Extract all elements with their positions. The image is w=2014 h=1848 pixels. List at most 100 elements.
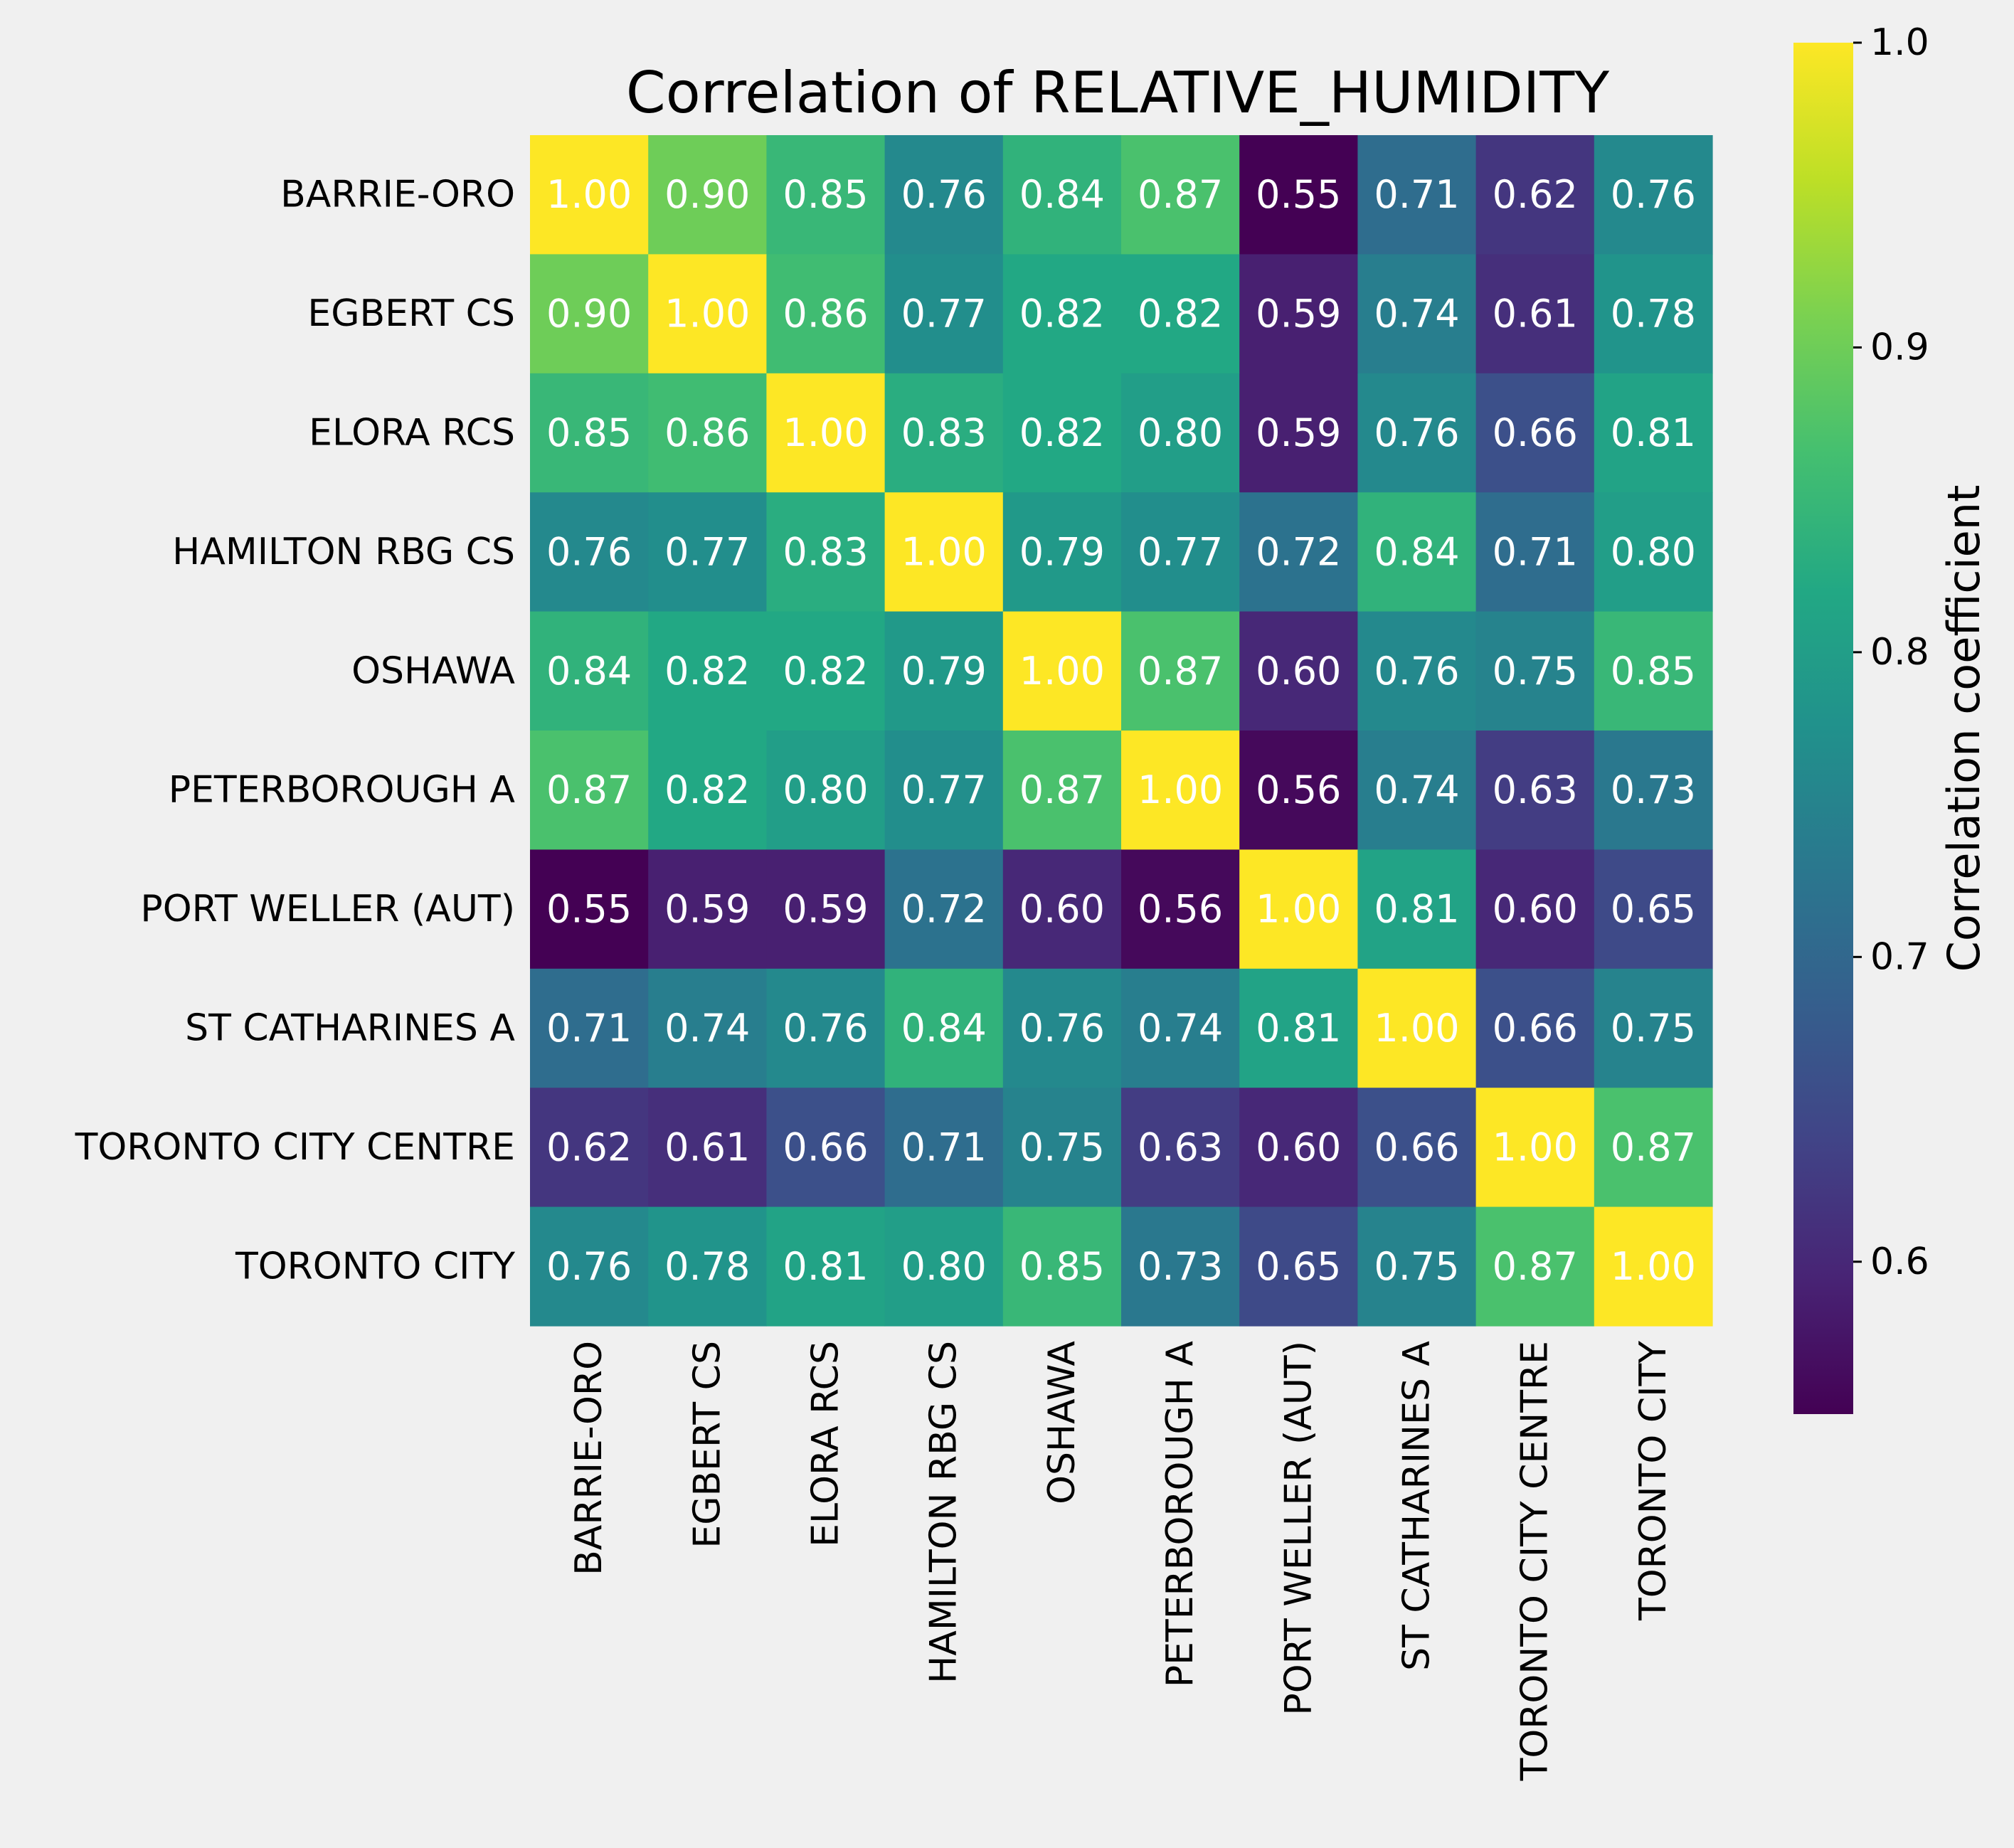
row-label: ST CATHARINES A <box>185 1007 515 1050</box>
cell-value-label: 0.77 <box>901 768 987 812</box>
row-label: BARRIE-ORO <box>280 174 515 216</box>
heatmap-cell <box>766 968 886 1088</box>
cell-value-label: 0.82 <box>1019 292 1105 336</box>
cell-value-label: 0.86 <box>783 292 868 336</box>
heatmap-cell <box>1594 1088 1713 1208</box>
heatmap-cell <box>648 492 767 612</box>
row-label: ELORA RCS <box>309 412 515 455</box>
cell-value-label: 0.80 <box>901 1244 987 1289</box>
colorbar-ticks: 0.6 0.7 0.8 0.9 1.0 <box>1853 21 1929 1283</box>
colorbar-tick-label: 0.8 <box>1870 631 1929 674</box>
column-label: ST CATHARINES A <box>1396 1341 1438 1671</box>
cell-value-label: 0.82 <box>1019 410 1105 455</box>
heatmap-cell <box>1594 968 1713 1088</box>
cell-value-label: 0.84 <box>1019 172 1105 217</box>
heatmap-cell <box>884 1206 1004 1327</box>
heatmap-cell <box>1002 373 1122 493</box>
heatmap-cell <box>1594 135 1713 255</box>
row-label: TORONTO CITY <box>235 1245 515 1287</box>
heatmap-cell <box>766 731 886 850</box>
heatmap-cell <box>530 731 649 850</box>
heatmap-cell <box>884 849 1004 970</box>
cell-value-label: 0.66 <box>1374 1125 1459 1169</box>
cell-value-label: 0.63 <box>1138 1125 1223 1169</box>
cell-value-label: 0.61 <box>1493 292 1578 336</box>
cell-value-label: 0.84 <box>1374 529 1459 574</box>
heatmap-cell <box>1121 849 1240 970</box>
heatmap-cell <box>1239 1088 1358 1208</box>
heatmap-cell <box>1121 373 1240 493</box>
cell-value-label: 1.00 <box>664 292 750 336</box>
heatmap-cell <box>1594 373 1713 493</box>
heatmap-cell <box>766 849 886 970</box>
heatmap-cell <box>884 373 1004 493</box>
cell-value-label: 0.81 <box>783 1244 868 1289</box>
row-label: PORT WELLER (AUT) <box>140 888 515 930</box>
heatmap-cell <box>1121 492 1240 612</box>
cell-value-label: 0.76 <box>783 1006 868 1051</box>
heatmap-cell <box>884 611 1004 731</box>
cell-value-label: 0.84 <box>546 649 632 694</box>
row-label: EGBERT CS <box>307 292 515 335</box>
heatmap-cell <box>648 135 767 255</box>
heatmap-cell <box>1357 731 1477 850</box>
cell-value-label: 0.76 <box>1374 649 1459 694</box>
heatmap-cell <box>1239 731 1358 850</box>
cell-value-label: 0.79 <box>901 649 987 694</box>
cell-value-label: 0.66 <box>783 1125 868 1169</box>
cell-value-label: 0.73 <box>1611 768 1696 812</box>
heatmap-cell <box>1121 254 1240 374</box>
heatmap-cell <box>1121 611 1240 731</box>
cell-value-label: 0.87 <box>1019 768 1105 812</box>
heatmap-cell <box>1239 968 1358 1088</box>
cell-value-label: 0.85 <box>1019 1244 1105 1289</box>
cell-value-label: 0.59 <box>664 887 750 932</box>
heatmap-cell <box>1357 373 1477 493</box>
cell-value-label: 0.77 <box>1138 529 1223 574</box>
cell-value-label: 0.75 <box>1493 649 1578 694</box>
cell-value-label: 0.74 <box>664 1006 750 1051</box>
heatmap-cell <box>1002 731 1122 850</box>
column-label: EGBERT CS <box>686 1341 728 1549</box>
cell-value-label: 0.76 <box>546 1244 632 1289</box>
cell-value-label: 1.00 <box>546 172 632 217</box>
column-label: OSHAWA <box>1041 1341 1083 1504</box>
cell-value-label: 0.87 <box>1138 649 1223 694</box>
column-label: HAMILTON RBG CS <box>923 1341 965 1684</box>
heatmap-cell <box>1357 968 1477 1088</box>
cell-value-label: 0.84 <box>901 1006 987 1051</box>
cell-value-label: 0.75 <box>1611 1006 1696 1051</box>
heatmap-cell <box>1475 968 1595 1088</box>
heatmap-cell <box>648 731 767 850</box>
cell-value-label: 0.60 <box>1256 649 1341 694</box>
heatmap-cell <box>1121 968 1240 1088</box>
cell-value-label: 0.72 <box>1256 529 1341 574</box>
heatmap-cell <box>530 492 649 612</box>
cell-value-label: 0.56 <box>1138 887 1223 932</box>
cell-value-label: 0.63 <box>1493 768 1578 812</box>
cell-value-label: 0.75 <box>1019 1125 1105 1169</box>
cell-value-label: 0.87 <box>1138 172 1223 217</box>
cell-value-label: 0.90 <box>664 172 750 217</box>
cell-value-label: 0.76 <box>546 529 632 574</box>
cell-value-label: 0.59 <box>783 887 868 932</box>
cell-value-label: 0.76 <box>1374 410 1459 455</box>
heatmap-cell <box>648 1088 767 1208</box>
heatmap-cell <box>1475 849 1595 970</box>
heatmap-cell <box>1594 731 1713 850</box>
heatmap-cell <box>1594 492 1713 612</box>
heatmap-cell <box>1475 731 1595 850</box>
heatmap-cell <box>1002 1088 1122 1208</box>
heatmap-cell <box>884 492 1004 612</box>
heatmap-cells: 1.00 0.90 0.85 0.76 0.84 0.87 0.55 0.71 0.62 0.76… <box>530 135 1713 1327</box>
cell-value-label: 0.87 <box>1611 1125 1696 1169</box>
heatmap-cell <box>1239 254 1358 374</box>
heatmap-cell <box>1357 135 1477 255</box>
heatmap-cell <box>1594 1206 1713 1327</box>
cell-value-label: 0.60 <box>1256 1125 1341 1169</box>
cell-value-label: 0.62 <box>1493 172 1578 217</box>
row-label: HAMILTON RBG CS <box>172 531 515 573</box>
cell-value-label: 0.82 <box>664 768 750 812</box>
column-label: TORONTO CITY <box>1632 1341 1675 1621</box>
